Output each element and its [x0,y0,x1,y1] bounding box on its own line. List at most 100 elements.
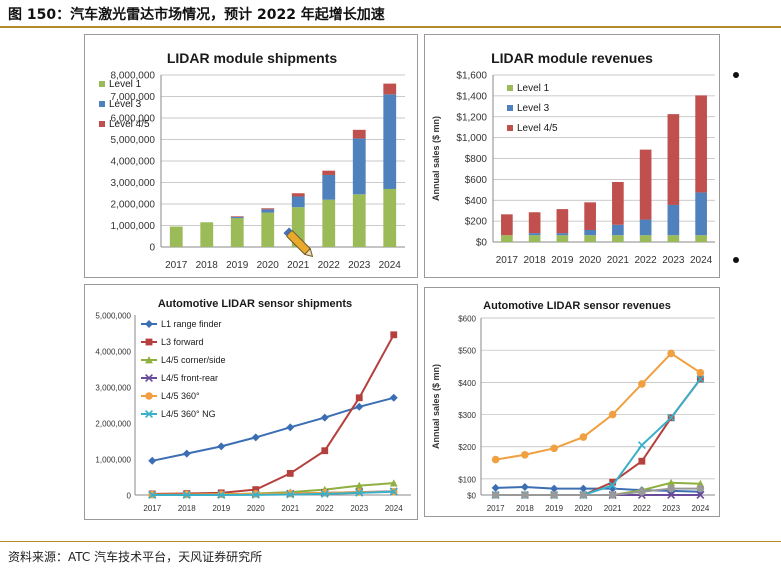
x-tick-label: 2021 [281,504,299,513]
x-tick-label: 2019 [551,255,574,266]
x-tick-label: 2024 [379,260,402,271]
x-tick-label: 2024 [385,504,403,513]
legend-swatch-level-3 [507,105,513,111]
bar-level-4-5-2020 [584,202,596,230]
bar-level-3-2019 [556,233,569,236]
y-tick-label: 3,000,000 [111,178,156,189]
chart-title: LIDAR module shipments [167,50,338,66]
point-l3-forward-2024 [390,331,398,339]
shipments-chart: LIDAR module shipments 0 1,000,000 2,000,00… [99,50,405,271]
series-line-l3-forward [495,378,702,496]
bar-level-1-2022 [322,199,336,247]
y-tick-label: $0 [467,492,476,501]
bar-level-3-2022 [639,219,652,236]
legend-label: L4/5 front-rear [161,373,218,383]
point-other-2022 [638,487,646,496]
legend-label: L4/5 360° NG [161,409,216,419]
point-l4-5-360-2019 [550,444,558,453]
legend-label: L1 range finder [161,319,222,329]
figure-title: 图 150：汽车激光雷达市场情况，预计 2022 年起增长加速 [8,7,385,23]
bar-level-4-5-2022 [639,149,652,220]
point-l4-5-front-rear-2023 [667,491,676,499]
point-l4-5-360-ng-2024 [696,375,705,384]
series-line-l4-5-360-ng [152,490,394,496]
chart-title: Automotive LIDAR sensor revenues [483,300,671,312]
x-tick-label: 2017 [496,255,519,266]
bar-level-1-2019 [556,235,569,242]
bar-level-4-5-2023 [667,114,680,205]
chart-panel-sensor-revenues: Automotive LIDAR sensor revenues $0 $100 $2… [424,287,720,517]
point-l1-range-finder-2020 [579,484,588,493]
point-l1-range-finder-2020 [251,433,260,442]
bullet-dot-icon [733,72,739,78]
y-axis-title: Annual sales ($ mn) [431,116,441,201]
chart-title: LIDAR module revenues [491,50,653,66]
x-tick-label: 2023 [350,504,368,513]
point-l4-5-360-ng-2019 [217,491,226,499]
x-tick-label: 2020 [574,504,592,513]
point-l3-forward-2022 [638,457,646,465]
y-tick-label: $400 [458,379,476,388]
x-tick-label: 2019 [212,504,230,513]
bar-level-3-2023 [667,204,680,236]
point-l4-5-360-2021 [608,410,617,419]
bar-level-1-2021 [612,235,624,242]
x-tick-label: 2024 [691,504,709,513]
point-l1-range-finder-2019 [217,442,226,451]
y-tick-label: $1,000 [456,133,487,144]
legend-swatch-level-4-5 [507,125,513,131]
point-l3-forward-2021 [286,470,294,477]
source-rule [0,541,781,542]
legend-label: Level 4/5 [517,123,558,134]
bar-level-1-2024 [383,188,397,247]
y-tick-label: 0 [127,492,132,501]
bar-level-3-2018 [528,233,541,236]
legend-label: L4/5 corner/side [161,355,226,365]
point-l1-range-finder-2024 [389,393,398,402]
legend-label: L4/5 360° [161,391,200,401]
point-l4-5-360-2018 [521,450,529,459]
point-l4-5-360-ng-2022 [320,489,329,498]
bar-level-4-5-2022 [322,170,336,175]
legend-label: Level 4/5 [109,119,150,130]
point-l4-5-360-ng-2023 [355,488,364,497]
bar-level-3-2023 [352,138,366,195]
point-l4-5-360-ng-2020 [251,490,260,499]
point-other-2023 [667,484,675,493]
bar-level-1-2022 [639,235,652,242]
point-l3-forward-2021 [609,478,617,486]
chart-title: Automotive LIDAR sensor shipments [158,298,352,310]
point-l1-range-finder-2021 [286,423,295,432]
bar-level-3-2019 [230,216,244,218]
point-l4-5-360-2023 [667,349,675,358]
y-tick-label: $200 [458,443,476,452]
legend-swatch-level-4-5 [99,121,105,127]
point-l4-5-360-ng-2024 [389,487,398,496]
point-other-2024 [696,484,705,493]
x-tick-label: 2023 [348,260,371,271]
x-tick-label: 2023 [662,504,680,513]
y-tick-label: $600 [465,175,488,186]
bar-level-3-2020 [261,209,275,213]
y-tick-label: 6,000,000 [111,114,156,125]
point-l1-range-finder-2019 [550,484,559,493]
x-tick-label: 2021 [604,504,622,513]
x-tick-label: 2021 [287,260,310,271]
y-tick-label: $600 [458,315,476,324]
y-tick-label: 3,000,000 [95,384,131,393]
point-l3-forward-2020 [252,486,260,493]
bar-level-4-5-2017 [501,214,513,236]
point-l4-5-360-ng-2023 [667,413,676,422]
x-tick-label: 2017 [487,504,505,513]
x-tick-label: 2023 [662,255,685,266]
x-tick-label: 2018 [178,504,196,513]
series-line-l1-range-finder [152,396,395,462]
series-line-l4-5-360-ng [495,378,702,496]
bullet-dot-icon [733,257,739,263]
sensor-revenues-chart: Automotive LIDAR sensor revenues $0 $100 $2… [431,300,715,513]
x-tick-label: 2022 [635,255,658,266]
x-tick-label: 2018 [196,260,219,271]
bar-level-3-2021 [612,224,624,236]
legend-swatch-level-1 [507,85,513,91]
bar-level-4-5-2020 [261,208,275,210]
